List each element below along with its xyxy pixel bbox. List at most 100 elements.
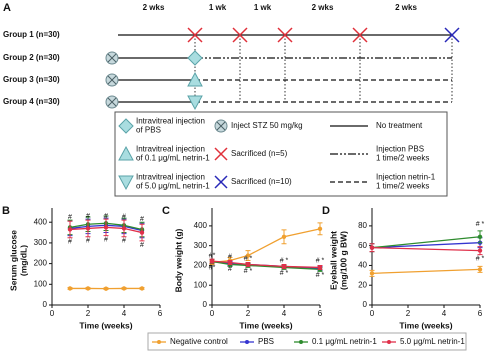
data-point — [317, 226, 323, 232]
x-tick-label: 6 — [158, 309, 163, 318]
series-line — [371, 236, 481, 249]
y-tick-label: 80 — [358, 221, 367, 230]
period-label: 2 wks — [312, 3, 334, 12]
x-axis-title: Time (weeks) — [399, 320, 452, 330]
significance-mark: # — [86, 238, 90, 245]
y-tick-label: 0 — [203, 300, 208, 309]
panel-label: C — [162, 205, 170, 217]
legend-marker — [157, 340, 161, 344]
y-tick-label: 40 — [358, 261, 367, 270]
x-tick-label: 0 — [210, 309, 215, 318]
x-tick-label: 6 — [478, 309, 483, 318]
legend-marker — [245, 340, 249, 344]
y-tick-label: 100 — [194, 280, 208, 289]
legend-text: Intravitreal injection — [136, 145, 205, 154]
data-point — [281, 264, 287, 269]
data-point — [103, 225, 109, 230]
significance-mark: # — [104, 237, 108, 244]
cross — [214, 147, 228, 161]
significance-mark: # — [104, 213, 108, 220]
significance-mark: # — [140, 216, 144, 223]
legend-label: 5.0 μg/mL netrin-1 — [400, 337, 465, 346]
y-axis-title: (mg/dL) — [18, 245, 28, 276]
significance-mark: # * — [280, 270, 289, 277]
panel-label: B — [2, 205, 10, 217]
legend-text: Intravitreal injection — [136, 173, 205, 182]
legend-label: PBS — [258, 337, 274, 346]
x-tick-label: 0 — [50, 309, 55, 318]
data-point — [227, 260, 233, 265]
data-point — [67, 286, 73, 291]
y-tick-label: 300 — [194, 241, 208, 250]
stz-cross — [107, 75, 117, 85]
legend-text: Inject STZ 50 mg/kg — [231, 121, 303, 130]
significance-mark: # — [68, 239, 72, 246]
legend-text: No treatment — [376, 121, 423, 130]
legend-text: Sacrificed (n=5) — [231, 149, 288, 158]
legend-box — [114, 111, 448, 197]
significance-mark: # * — [476, 221, 485, 228]
legend-frame — [147, 332, 467, 351]
significance-mark: # * — [244, 268, 253, 275]
period-label: 1 wk — [254, 3, 272, 12]
y-axis-title: (mg/100 g BW) — [338, 231, 348, 290]
period-label: 1 wk — [209, 3, 227, 12]
y-tick-label: 100 — [34, 279, 48, 288]
y-tick-label: 300 — [34, 238, 48, 247]
y-tick-label: 200 — [34, 259, 48, 268]
legend-marker — [299, 340, 303, 344]
series-line — [371, 246, 481, 252]
data-point — [369, 271, 375, 276]
data-point — [85, 286, 91, 291]
stz-cross — [216, 121, 226, 131]
injection-icon — [118, 175, 134, 191]
x-tick-label: 4 — [122, 309, 127, 318]
x-axis-title: Time (weeks) — [239, 320, 292, 330]
significance-mark: #* — [209, 252, 216, 259]
group-label: Group 2 (n=30) — [3, 53, 60, 62]
significance-mark: #* — [209, 264, 216, 271]
injection-icon — [187, 50, 203, 66]
injection-icon — [118, 118, 134, 134]
data-point — [245, 262, 251, 267]
injection-icon — [187, 71, 203, 87]
stz-cross — [107, 97, 117, 107]
x-tick-label: 4 — [442, 309, 447, 318]
cross — [187, 27, 203, 43]
significance-mark: # — [228, 253, 232, 260]
significance-mark: # * — [280, 257, 289, 264]
significance-mark: # * — [476, 255, 485, 262]
stz-cross — [107, 53, 117, 63]
data-point — [103, 286, 109, 291]
legend-text: Sacrificed (n=10) — [231, 177, 292, 186]
period-label: 2 wks — [143, 3, 165, 12]
y-tick-label: 200 — [194, 261, 208, 270]
significance-mark: # — [122, 238, 126, 245]
legend-text: Injection PBS — [376, 145, 424, 154]
y-tick-label: 60 — [358, 241, 367, 250]
x-tick-label: 2 — [86, 309, 91, 318]
data-point — [139, 286, 145, 291]
series-line — [371, 242, 481, 249]
group-label: Group 3 (n=30) — [3, 75, 60, 84]
x-tick-label: 2 — [246, 309, 251, 318]
data-point — [245, 253, 251, 258]
significance-mark: # * — [244, 255, 253, 262]
y-axis-title: Serum glucose — [8, 230, 18, 291]
cross — [214, 175, 228, 189]
group-label: Group 1 (n=30) — [3, 30, 60, 39]
significance-mark: # * — [316, 257, 325, 264]
data-point — [209, 258, 215, 264]
panel-label: D — [322, 205, 330, 217]
legend-text: Injection netrin-1 — [376, 173, 436, 182]
injection-icon — [118, 145, 134, 161]
data-point — [67, 227, 73, 232]
series-line — [371, 268, 481, 275]
y-axis-title: Body weight (g) — [173, 228, 183, 292]
data-point — [139, 230, 145, 235]
x-tick-label: 4 — [282, 309, 287, 318]
significance-mark: # — [86, 213, 90, 220]
legend-marker — [387, 340, 391, 344]
significance-mark: # — [68, 214, 72, 221]
